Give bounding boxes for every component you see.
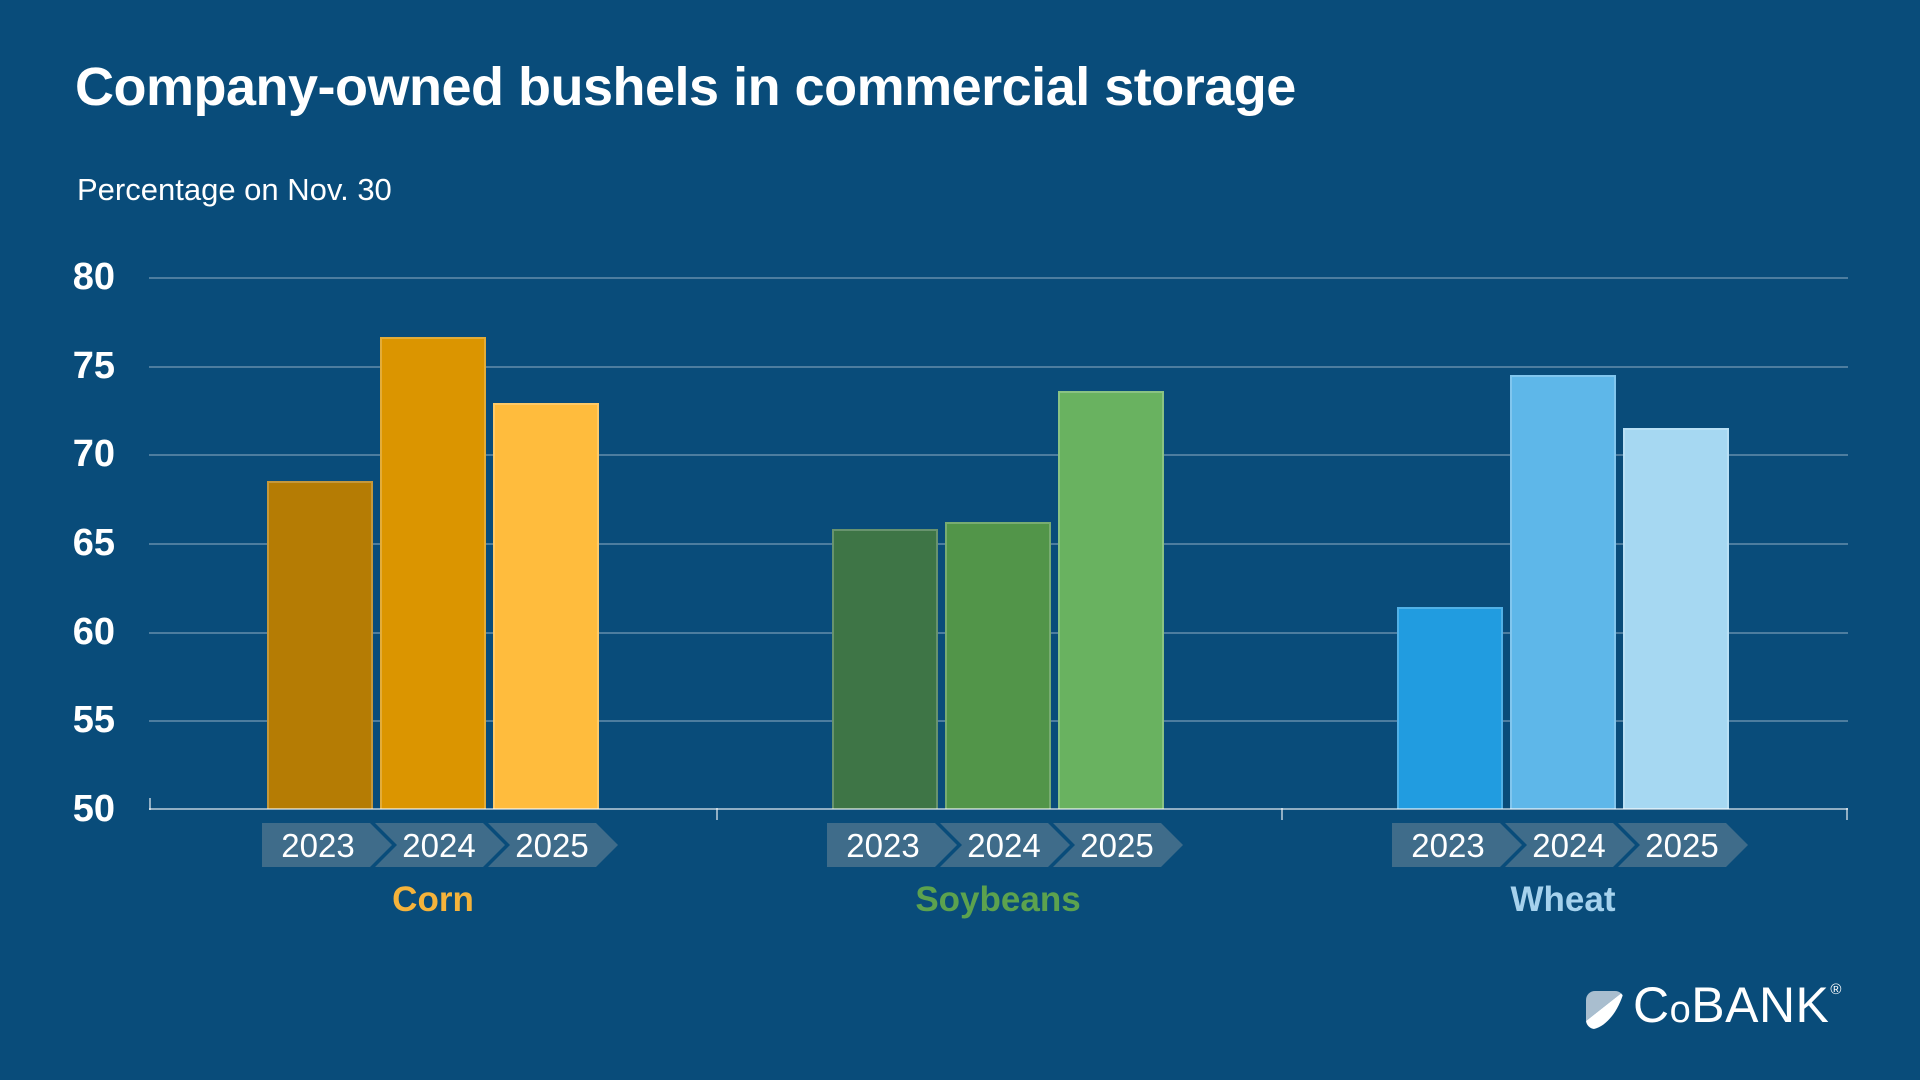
gridline-70 (149, 454, 1848, 457)
year-chevron-corn-2023: 2023 (262, 823, 392, 867)
category-label-soybeans: Soybeans (915, 880, 1081, 919)
bar-wheat-2024 (1510, 374, 1616, 809)
gridline-80 (149, 277, 1848, 279)
year-label: 2024 (1532, 826, 1606, 864)
bar-wheat-2023 (1397, 606, 1503, 809)
axis-tick-1 (716, 808, 718, 820)
year-chevron-wheat-2025: 2025 (1618, 823, 1748, 867)
bar-wheat-2025 (1623, 427, 1729, 809)
axis-tick-2 (1281, 808, 1283, 820)
logo-letters-bank: BANK (1691, 977, 1830, 1033)
year-label: 2023 (281, 826, 355, 864)
year-label: 2023 (846, 826, 920, 864)
year-chevron-corn-2025: 2025 (488, 823, 618, 867)
chart-title: Company-owned bushels in commercial stor… (75, 57, 1296, 117)
registered-trademark-symbol: ® (1830, 981, 1842, 998)
y-axis-label-50: 50 (72, 788, 115, 830)
y-axis-label-70: 70 (72, 433, 115, 476)
bar-corn-2023 (267, 480, 373, 809)
category-label-corn: Corn (392, 880, 474, 919)
y-axis-label-55: 55 (72, 699, 115, 742)
gridline-75 (149, 365, 1848, 368)
bar-soybeans-2023 (832, 528, 938, 809)
chart-subtitle: Percentage on Nov. 30 (77, 172, 392, 207)
bar-soybeans-2024 (945, 521, 1051, 809)
bar-soybeans-2025 (1058, 390, 1164, 809)
logo-letter-o: o (1669, 989, 1692, 1031)
bar-corn-2025 (493, 402, 599, 809)
year-label: 2024 (402, 826, 476, 864)
cobank-logo: CoBANK® (1585, 977, 1842, 1033)
year-label: 2023 (1411, 826, 1485, 864)
year-chevron-soybeans-2023: 2023 (827, 823, 957, 867)
year-chevron-corn-2024: 2024 (375, 823, 505, 867)
bar-corn-2024 (380, 337, 486, 809)
x-axis-line (149, 808, 1848, 810)
year-chevron-wheat-2024: 2024 (1505, 823, 1635, 867)
axis-tick-3 (1846, 808, 1848, 820)
y-axis-label-75: 75 (72, 344, 115, 387)
logo-letter-c: C (1633, 977, 1670, 1033)
year-chevron-wheat-2023: 2023 (1392, 823, 1522, 867)
year-chevron-soybeans-2025: 2025 (1053, 823, 1183, 867)
category-label-wheat: Wheat (1510, 880, 1616, 919)
cobank-logo-wordmark: CoBANK® (1633, 977, 1842, 1033)
year-label: 2024 (967, 826, 1041, 864)
y-axis-label-60: 60 (72, 610, 115, 653)
bar-chart-plot-area (149, 277, 1848, 809)
y-axis-label-65: 65 (72, 522, 115, 564)
axis-tick-0 (149, 798, 151, 810)
cobank-square-swoosh-icon (1586, 991, 1624, 1029)
year-label: 2025 (1080, 826, 1154, 864)
year-label: 2025 (1645, 826, 1719, 864)
year-chevron-soybeans-2024: 2024 (940, 823, 1070, 867)
y-axis-label-80: 80 (72, 256, 115, 298)
year-label: 2025 (515, 826, 589, 864)
